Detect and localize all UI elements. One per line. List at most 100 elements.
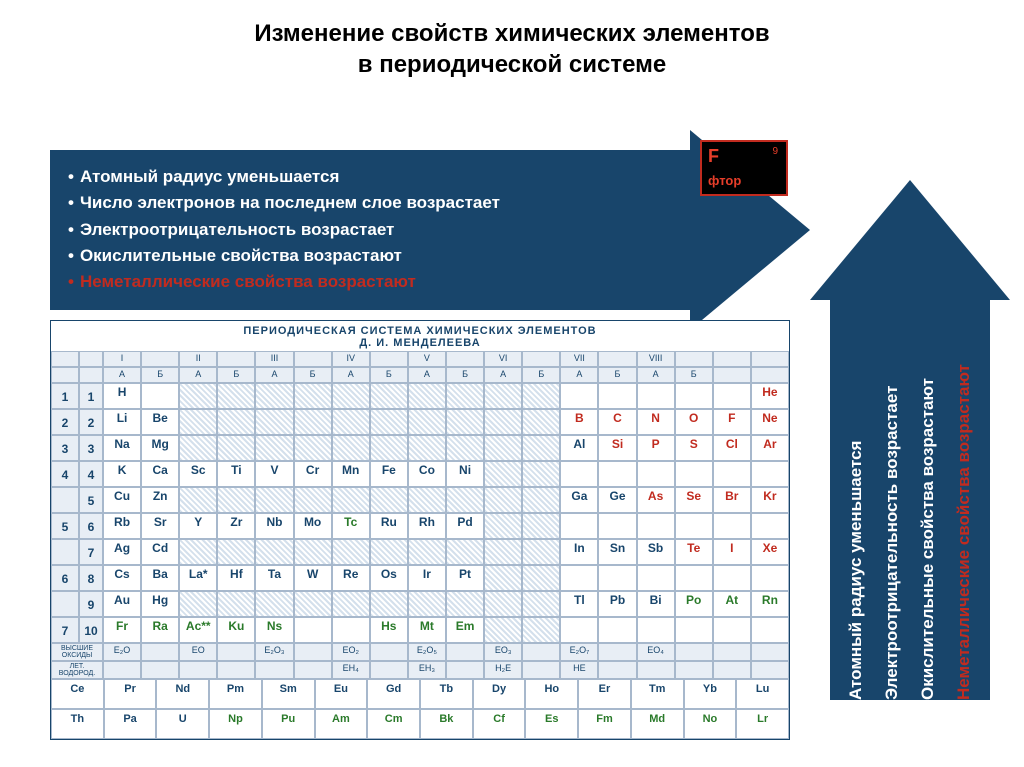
empty-cell [484,539,522,565]
element-cell: Co [408,461,446,487]
horizontal-arrow: Атомный радиус уменьшаетсяЧисло электрон… [50,130,810,330]
empty-cell [294,487,332,513]
row-number: 5 [79,487,103,513]
empty-cell [637,383,675,409]
subgroup-header: А [637,367,675,383]
empty-cell [408,487,446,513]
empty-cell [255,383,293,409]
group-header: V [408,351,446,367]
element-cell: Ag [103,539,141,565]
element-cell: Ku [217,617,255,643]
element-cell: Mn [332,461,370,487]
empty-cell [484,617,522,643]
empty-cell [484,591,522,617]
group-header: III [255,351,293,367]
v-bullet: Неметаллические свойства возрастают [954,310,974,700]
empty-cell [560,617,598,643]
formula-cell: E₂O₃ [255,643,293,661]
lan-cell: Ho [525,679,578,709]
row-number: 4 [79,461,103,487]
formula-cell: EO₄ [637,643,675,661]
title-line-2: в периодической системе [0,49,1024,80]
formula-cell [598,661,636,679]
lan-cell: Tm [631,679,684,709]
element-cell: Tc [332,513,370,539]
element-cell: Rn [751,591,789,617]
empty-cell [751,617,789,643]
empty-cell [217,409,255,435]
empty-cell [484,409,522,435]
empty-cell [637,461,675,487]
empty-cell [294,383,332,409]
formula-cell [675,643,713,661]
element-cell: Pd [446,513,484,539]
vertical-arrow-head [810,180,1010,300]
formula-cell [141,643,179,661]
period-number: 7 [51,617,79,643]
element-cell: Ar [751,435,789,461]
empty-cell [332,539,370,565]
element-cell: Mt [408,617,446,643]
periodic-table: ПЕРИОДИЧЕСКАЯ СИСТЕМА ХИМИЧЕСКИХ ЭЛЕМЕНТ… [50,320,790,740]
act-cell: Np [209,709,262,739]
empty-cell [675,565,713,591]
vertical-arrow: Атомный радиус уменьшаетсяЭлектроотрицат… [810,180,1010,700]
element-cell: Cu [103,487,141,513]
empty-cell [522,409,560,435]
subgroup-header: А [103,367,141,383]
v-bullet: Окислительные свойства возрастают [918,310,938,700]
element-cell: Po [675,591,713,617]
subgroup-header [751,367,789,383]
element-cell: Mo [294,513,332,539]
element-cell: H [103,383,141,409]
element-cell: Ga [560,487,598,513]
empty-cell [484,487,522,513]
element-cell: Kr [751,487,789,513]
empty-cell [255,409,293,435]
empty-cell [332,435,370,461]
element-cell [332,617,370,643]
formula-cell [103,661,141,679]
element-cell: Ta [255,565,293,591]
h-bullet: Неметаллические свойства возрастают [68,269,672,295]
empty-cell [598,617,636,643]
lan-cell: Dy [473,679,526,709]
period-number: 2 [51,409,79,435]
h-bullet: Число электронов на последнем слое возра… [68,190,672,216]
element-cell: Li [103,409,141,435]
formula-cell: EO₂ [332,643,370,661]
formula-cell: E₂O [103,643,141,661]
element-cell: Os [370,565,408,591]
subgroup-header: А [408,367,446,383]
group-header [713,351,751,367]
empty-cell [637,617,675,643]
vertical-bullet-list: Атомный радиус уменьшаетсяЭлектроотрицат… [830,310,990,700]
element-cell: Bi [637,591,675,617]
element-cell: Ca [141,461,179,487]
empty-cell [751,565,789,591]
group-header [294,351,332,367]
empty-cell [713,513,751,539]
row-number: 10 [79,617,103,643]
empty-cell [332,591,370,617]
element-cell: Ni [446,461,484,487]
empty-cell [446,539,484,565]
lan-cell: Sm [262,679,315,709]
group-header [675,351,713,367]
period-number: 3 [51,435,79,461]
empty-cell [179,435,217,461]
subgroup-header: А [484,367,522,383]
act-cell: Es [525,709,578,739]
subgroup-header: Б [446,367,484,383]
subgroup-header: Б [294,367,332,383]
element-cell: In [560,539,598,565]
lan-cell: Er [578,679,631,709]
empty-cell [560,461,598,487]
element-cell: Ra [141,617,179,643]
empty-cell [522,513,560,539]
ptable-grid: IIIIIIIVVVIVIIVIIIАБАБАБАБАБАБАБАБ11HHe2… [51,351,789,679]
act-cell: Md [631,709,684,739]
empty-cell [446,487,484,513]
empty-cell [560,565,598,591]
empty-cell [675,617,713,643]
